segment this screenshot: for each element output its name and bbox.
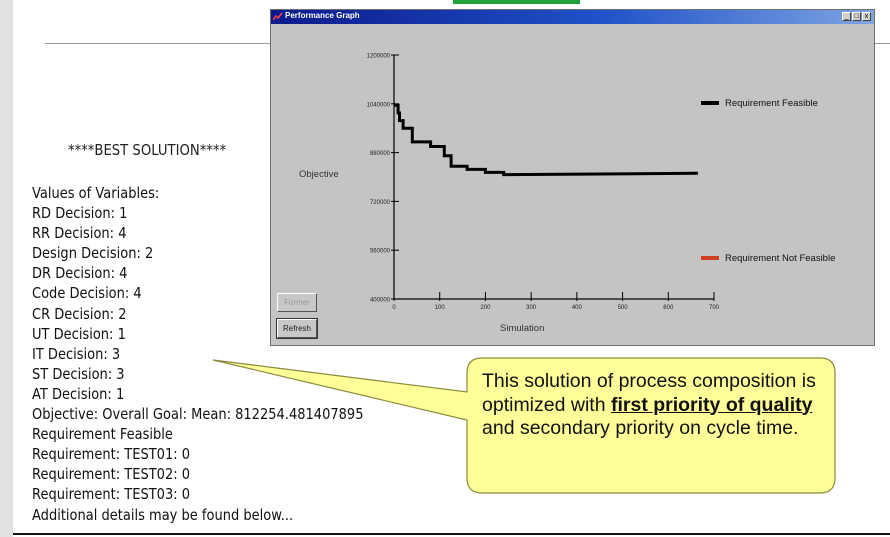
solution-line: DR Decision: 4 [32,264,128,283]
left-margin-strip [0,0,13,537]
y-tick-label: 400000 [370,298,391,304]
callout-text-after: and secondary priority on cycle time. [482,417,799,439]
y-tick-label: 880000 [370,151,391,157]
refresh-button[interactable]: Refresh [276,318,318,339]
window-titlebar[interactable]: Performance Graph _ □ x [271,10,874,24]
x-tick-label: 300 [526,305,537,311]
solution-line: AT Decision: 1 [32,384,125,403]
performance-graph-window[interactable]: Performance Graph _ □ x 400000 560000 7200… [270,9,875,346]
y-axis-label: Objective [299,169,339,180]
callout-text-before: This solution of process composition is … [482,370,816,416]
callout-emphasis: first priority of quality [610,393,813,416]
chart-series [394,103,699,177]
solution-line: Code Decision: 4 [32,284,142,303]
y-tick-label: 1040000 [367,102,391,108]
solution-line: IT Decision: 3 [32,344,121,363]
chart-app-icon [273,12,283,21]
solution-line: RD Decision: 1 [32,204,128,223]
solution-line: Requirement Feasible [32,425,173,444]
legend-swatch [701,256,719,260]
solution-line: Objective: Overall Goal: Mean: 812254.48… [32,405,364,424]
x-tick-label: 600 [663,305,674,311]
minimize-button[interactable]: _ [842,12,851,21]
top-accent-bar [453,0,580,4]
legend-label: Requirement Not Feasible [725,253,835,264]
x-tick-label: 0 [392,305,396,311]
callout-text: This solution of process composition is … [482,370,827,441]
solution-line: ST Decision: 3 [32,364,125,383]
bottom-rule [13,533,890,535]
window-title: Performance Graph [285,11,360,20]
x-tick-label: 400 [572,305,583,311]
x-axis-label: Simulation [500,323,544,334]
series-line [394,103,699,177]
y-tick-label: 560000 [370,249,391,255]
solution-line: Requirement: TEST03: 0 [32,485,191,504]
solution-line: CR Decision: 2 [32,304,127,323]
window-controls: _ □ x [842,12,871,21]
solution-line: Additional details may be found below... [32,505,294,524]
performance-chart: 400000 560000 720000 880000 1040000 1200000 0 1… [299,54,835,335]
best-solution-title: ****BEST SOLUTION**** [68,141,227,159]
solution-details: Values of Variables: RD Decision: 1 RR Dec… [32,183,364,525]
chart-legend: Requirement Feasible Requirement Not Feas… [701,98,835,264]
x-tick-label: 100 [435,305,446,311]
y-tick-label: 720000 [370,200,391,206]
close-button[interactable]: x [862,12,871,21]
divider-line [45,43,280,44]
solution-line: RR Decision: 4 [32,224,127,243]
x-tick-label: 500 [618,305,629,311]
former-button[interactable]: Former [277,293,317,312]
solution-line: Design Decision: 2 [32,244,154,263]
x-tick-label: 700 [709,305,720,311]
values-heading: Values of Variables: [32,184,160,202]
legend-swatch [701,101,719,105]
chart-axes: 400000 560000 720000 880000 1040000 1200000 0 1… [367,54,720,312]
solution-line: Requirement: TEST02: 0 [32,465,191,484]
solution-line: UT Decision: 1 [32,324,126,343]
x-tick-label: 200 [480,305,491,311]
maximize-button[interactable]: □ [852,12,861,21]
y-tick-label: 1200000 [367,54,391,60]
solution-line: Requirement: TEST01: 0 [32,445,191,464]
legend-label: Requirement Feasible [725,98,818,109]
divider-line-right [873,43,890,44]
